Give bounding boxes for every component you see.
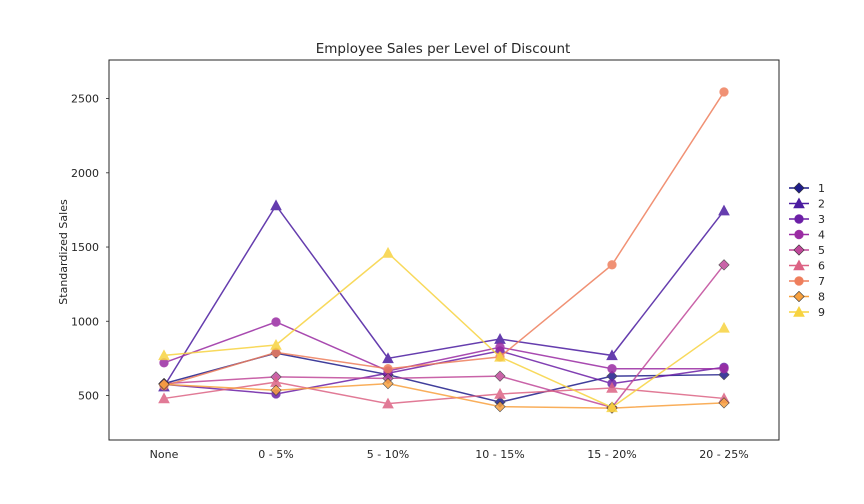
legend-label: 3 [818,213,825,226]
series-7 [159,87,729,391]
data-point [382,397,394,409]
series-line [163,91,725,387]
data-point [718,397,730,409]
x-tick-label: 10 - 15% [475,448,524,461]
legend-marker [794,229,804,240]
data-point [494,387,506,399]
data-point [607,364,617,374]
x-tick-labels: None 0 - 5% 5 - 10% 10 - 15% 15 - 20% 20 - 25… [150,448,749,461]
data-point [158,378,170,390]
data-point [494,400,506,413]
data-point [270,384,282,396]
series-line [163,321,724,372]
data-point [718,259,730,271]
data-point [158,349,170,361]
legend-item: 6 [789,259,825,273]
data-point [606,401,618,413]
series-line [163,264,725,409]
legend-marker [793,305,805,317]
data-point [607,260,617,270]
data-point [382,246,394,258]
data-point [158,392,170,404]
series-line [163,381,725,405]
y-tick-label: 2500 [71,93,99,106]
legend-label: 2 [818,198,825,211]
data-point [606,349,618,361]
legend-item: 1 [789,182,825,195]
chart-marks [158,87,730,414]
legend-label: 5 [818,244,825,257]
y-axis-title: Standardized Sales [57,199,70,305]
legend-item: 4 [789,229,825,242]
data-point [494,333,506,344]
legend-marker [793,197,805,209]
y-tick-label: 500 [78,389,99,402]
legend-label: 9 [818,306,825,319]
x-tick-label: 0 - 5% [258,448,293,461]
legend-label: 8 [818,291,825,304]
x-tick-label: 20 - 25% [699,448,748,461]
data-point [494,350,506,362]
series-line [163,382,725,409]
legend-item: 2 [789,197,825,211]
x-tick-label: 15 - 20% [587,448,636,461]
data-point [718,321,730,333]
legend-marker [793,244,805,256]
data-point [383,364,393,374]
data-point [382,352,394,364]
legend-item: 9 [789,305,825,319]
y-tick-label: 1000 [71,315,99,328]
data-point [719,364,729,374]
data-point [718,204,730,216]
legend-marker [794,276,804,286]
legend-label: 1 [818,182,825,195]
legend-marker [794,214,804,224]
legend: 1 2 3 4 5 6 7 8 9 [789,182,825,319]
legend-marker [793,259,805,271]
series-5 [158,259,730,413]
legend-item: 3 [789,213,825,226]
x-tick-label: 5 - 10% [367,448,409,461]
y-tick-label: 2000 [71,167,99,180]
legend-label: 4 [818,229,825,242]
data-point [606,381,618,393]
data-point [719,87,729,97]
series-line [163,204,725,387]
legend-marker [793,290,805,303]
series-8 [158,377,730,414]
legend-marker [793,182,805,194]
data-point [270,338,282,350]
data-point [494,370,506,382]
data-point [271,317,281,327]
legend-item: 7 [789,275,825,288]
legend-item: 5 [789,244,825,257]
plot-frame [108,59,780,441]
series-9 [158,246,730,413]
data-point [270,199,282,211]
data-point [495,342,505,352]
data-point [382,377,394,390]
legend-item: 8 [789,291,825,304]
y-tick-labels: 500 1000 1500 2000 2500 [71,93,109,402]
legend-label: 6 [818,260,825,273]
chart-title: Employee Sales per Level of Discount [316,41,571,57]
series-line [163,251,725,409]
legend-label: 7 [818,275,825,288]
series-4 [159,317,729,376]
y-tick-label: 1500 [71,241,99,254]
x-tick-label: None [150,448,179,461]
series-6 [158,376,730,409]
